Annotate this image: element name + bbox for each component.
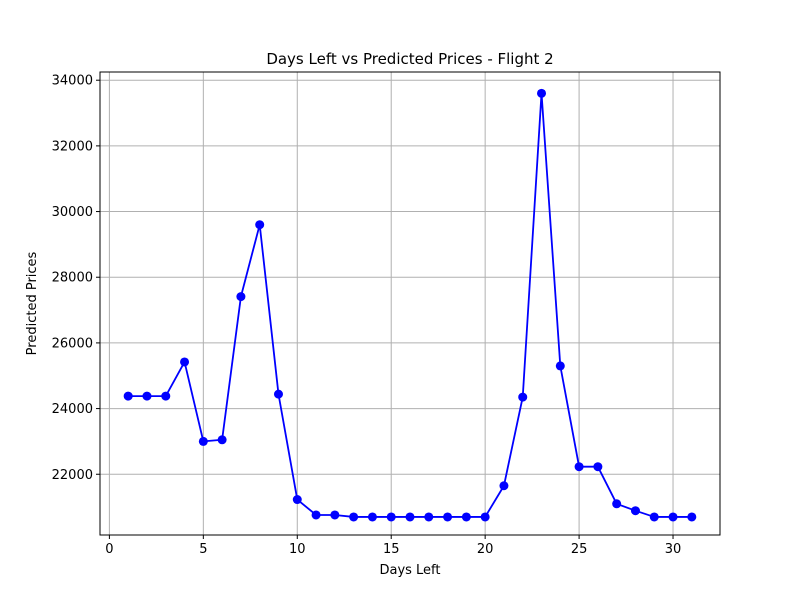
x-tick-label: 5 [199, 542, 207, 557]
data-point [273, 389, 283, 399]
y-tick-label: 22000 [52, 468, 93, 483]
x-tick-label: 10 [289, 542, 306, 557]
data-point [612, 499, 622, 509]
data-point [518, 392, 528, 402]
x-tick-label: 25 [571, 542, 588, 557]
data-point [161, 391, 171, 401]
y-tick-label: 24000 [52, 402, 93, 417]
data-point [217, 435, 227, 445]
data-point [386, 512, 396, 522]
y-axis-label: Predicted Prices [25, 251, 40, 355]
data-point [123, 391, 133, 401]
data-point [630, 506, 640, 516]
data-point [480, 512, 490, 522]
data-point [349, 512, 359, 522]
data-point [142, 391, 152, 401]
x-axis-label: Days Left [379, 563, 440, 578]
data-point [461, 512, 471, 522]
data-point [649, 512, 659, 522]
data-point [574, 462, 584, 472]
data-point [405, 512, 415, 522]
y-tick-label: 32000 [52, 139, 93, 154]
data-point [330, 510, 340, 520]
data-point [236, 292, 246, 302]
x-tick-label: 15 [383, 542, 400, 557]
x-tick-label: 30 [665, 542, 682, 557]
data-point [443, 512, 453, 522]
y-tick-label: 34000 [52, 74, 93, 89]
series-layer [123, 88, 697, 522]
data-point [537, 88, 547, 98]
x-tick-label: 20 [477, 542, 494, 557]
plot-frame [99, 71, 721, 536]
x-tick-label: 0 [105, 542, 113, 557]
data-point [180, 357, 190, 367]
data-point [499, 481, 509, 491]
data-point [555, 361, 565, 371]
data-point [292, 495, 302, 505]
y-tick-label: 26000 [52, 336, 93, 351]
data-point [311, 510, 321, 520]
data-point [424, 512, 434, 522]
y-tick-label: 28000 [52, 271, 93, 286]
data-point [668, 512, 678, 522]
data-point [198, 436, 208, 446]
y-axis-ticks: 22000 24000 26000 28000 30000 32000 34000 [52, 74, 100, 483]
data-point [255, 220, 265, 230]
data-point [367, 512, 377, 522]
grid [100, 72, 720, 535]
data-point [593, 462, 603, 472]
chart-title: Days Left vs Predicted Prices - Flight 2 [266, 50, 553, 68]
x-axis-ticks: 0 5 10 15 20 25 30 [105, 535, 681, 557]
data-point [687, 512, 697, 522]
y-tick-label: 30000 [52, 205, 93, 220]
